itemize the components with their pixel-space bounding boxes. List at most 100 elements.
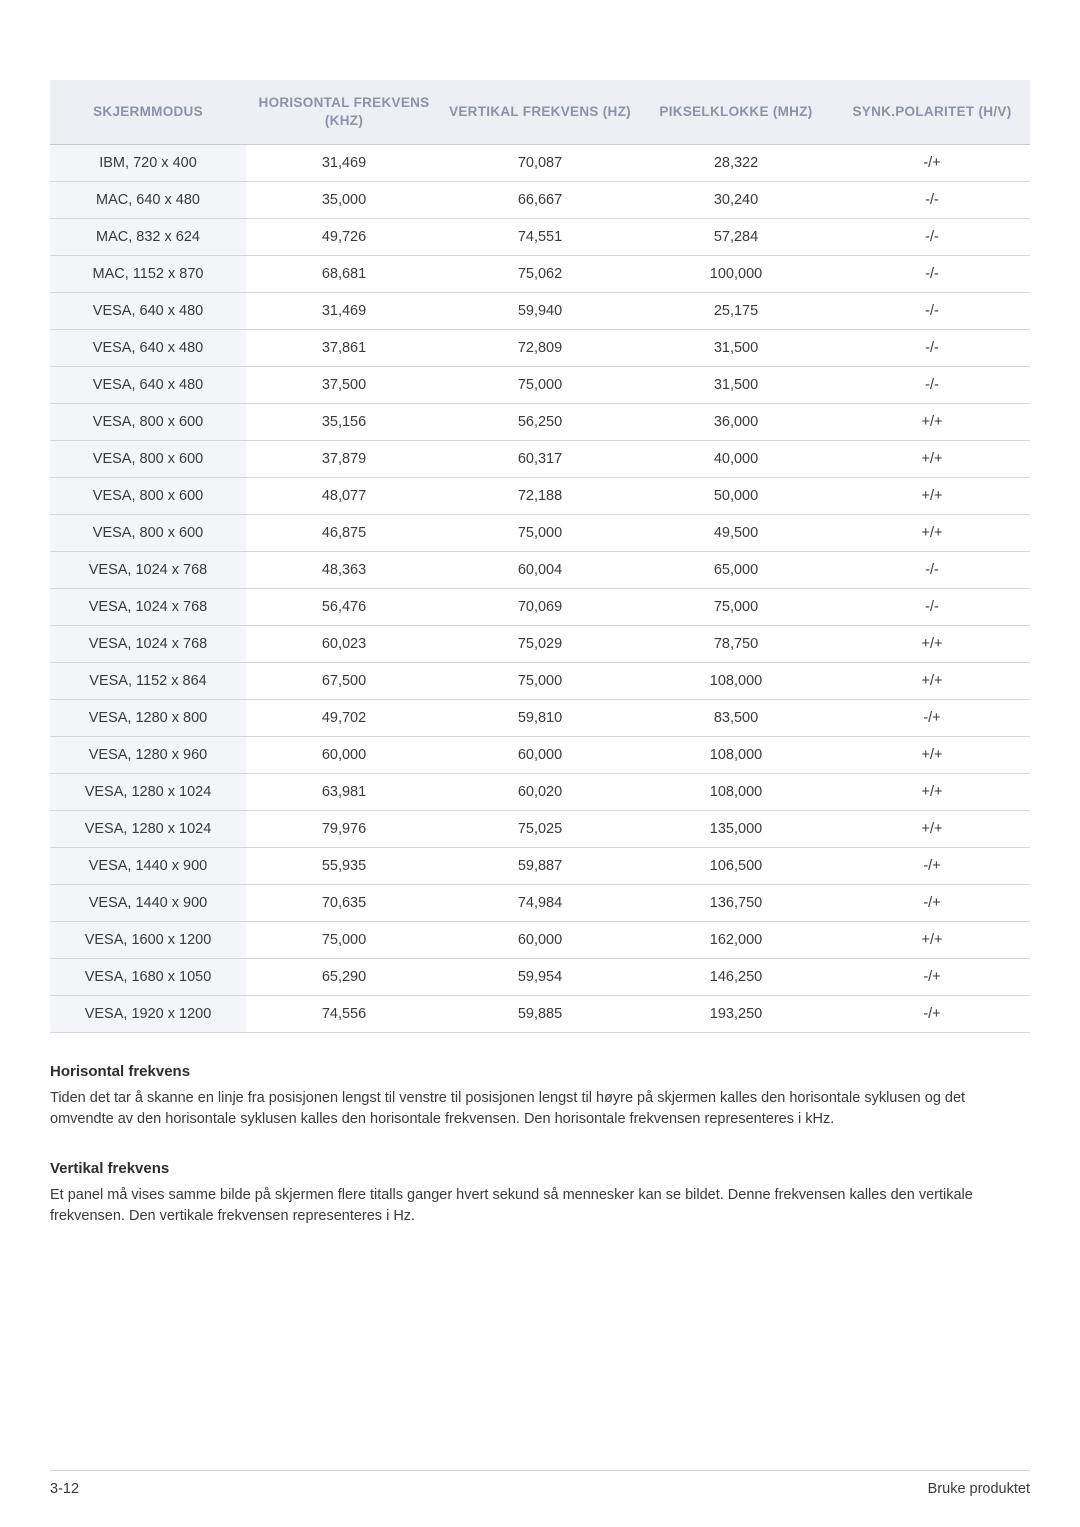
table-cell: VESA, 800 x 600 <box>50 515 246 552</box>
table-cell: 50,000 <box>638 478 834 515</box>
table-row: VESA, 1920 x 120074,55659,885193,250-/+ <box>50 996 1030 1033</box>
table-row: VESA, 1024 x 76860,02375,02978,750+/+ <box>50 626 1030 663</box>
table-row: VESA, 1280 x 80049,70259,81083,500-/+ <box>50 700 1030 737</box>
table-cell: 28,322 <box>638 145 834 182</box>
table-cell: 63,981 <box>246 774 442 811</box>
table-cell: -/- <box>834 552 1030 589</box>
table-cell: 35,000 <box>246 182 442 219</box>
table-cell: 74,984 <box>442 885 638 922</box>
table-cell: VESA, 1280 x 1024 <box>50 811 246 848</box>
table-row: VESA, 1024 x 76856,47670,06975,000-/- <box>50 589 1030 626</box>
table-cell: 75,062 <box>442 256 638 293</box>
table-cell: 55,935 <box>246 848 442 885</box>
table-cell: -/- <box>834 219 1030 256</box>
table-cell: 40,000 <box>638 441 834 478</box>
table-cell: -/- <box>834 589 1030 626</box>
table-cell: VESA, 1280 x 960 <box>50 737 246 774</box>
table-cell: VESA, 800 x 600 <box>50 404 246 441</box>
table-cell: 108,000 <box>638 663 834 700</box>
table-cell: 60,317 <box>442 441 638 478</box>
table-cell: 70,069 <box>442 589 638 626</box>
table-cell: 49,726 <box>246 219 442 256</box>
table-cell: +/+ <box>834 478 1030 515</box>
table-row: VESA, 640 x 48037,86172,80931,500-/- <box>50 330 1030 367</box>
table-row: VESA, 1440 x 90055,93559,887106,500-/+ <box>50 848 1030 885</box>
table-cell: +/+ <box>834 515 1030 552</box>
table-cell: MAC, 1152 x 870 <box>50 256 246 293</box>
table-cell: -/+ <box>834 700 1030 737</box>
table-row: VESA, 800 x 60035,15656,25036,000+/+ <box>50 404 1030 441</box>
table-row: MAC, 832 x 62449,72674,55157,284-/- <box>50 219 1030 256</box>
table-cell: 31,500 <box>638 367 834 404</box>
table-cell: +/+ <box>834 626 1030 663</box>
table-row: VESA, 1152 x 86467,50075,000108,000+/+ <box>50 663 1030 700</box>
table-cell: +/+ <box>834 404 1030 441</box>
table-cell: 59,887 <box>442 848 638 885</box>
table-row: VESA, 1440 x 90070,63574,984136,750-/+ <box>50 885 1030 922</box>
table-row: VESA, 800 x 60037,87960,31740,000+/+ <box>50 441 1030 478</box>
table-cell: VESA, 800 x 600 <box>50 478 246 515</box>
table-cell: 59,810 <box>442 700 638 737</box>
table-cell: +/+ <box>834 663 1030 700</box>
table-cell: 30,240 <box>638 182 834 219</box>
table-cell: 75,000 <box>442 515 638 552</box>
table-cell: 72,188 <box>442 478 638 515</box>
table-cell: 162,000 <box>638 922 834 959</box>
table-cell: 37,879 <box>246 441 442 478</box>
table-row: VESA, 640 x 48031,46959,94025,175-/- <box>50 293 1030 330</box>
col-header: SKJERMMODUS <box>50 80 246 145</box>
table-cell: 59,885 <box>442 996 638 1033</box>
table-cell: 65,290 <box>246 959 442 996</box>
table-cell: VESA, 1440 x 900 <box>50 848 246 885</box>
table-cell: -/+ <box>834 145 1030 182</box>
table-cell: MAC, 640 x 480 <box>50 182 246 219</box>
table-cell: VESA, 1280 x 1024 <box>50 774 246 811</box>
table-cell: 37,861 <box>246 330 442 367</box>
table-cell: 72,809 <box>442 330 638 367</box>
table-cell: VESA, 1280 x 800 <box>50 700 246 737</box>
table-cell: 49,702 <box>246 700 442 737</box>
table-row: VESA, 1280 x 102479,97675,025135,000+/+ <box>50 811 1030 848</box>
table-cell: MAC, 832 x 624 <box>50 219 246 256</box>
horizontal-freq-title: Horisontal frekvens <box>50 1063 1030 1080</box>
table-cell: 74,556 <box>246 996 442 1033</box>
table-cell: VESA, 1920 x 1200 <box>50 996 246 1033</box>
table-row: VESA, 1280 x 96060,00060,000108,000+/+ <box>50 737 1030 774</box>
table-cell: +/+ <box>834 441 1030 478</box>
table-cell: 146,250 <box>638 959 834 996</box>
table-cell: VESA, 800 x 600 <box>50 441 246 478</box>
table-cell: -/- <box>834 293 1030 330</box>
table-cell: 67,500 <box>246 663 442 700</box>
col-header: HORISONTAL FREKVENS (KHZ) <box>246 80 442 145</box>
table-cell: -/- <box>834 330 1030 367</box>
table-cell: VESA, 1024 x 768 <box>50 589 246 626</box>
table-cell: 83,500 <box>638 700 834 737</box>
table-cell: VESA, 1440 x 900 <box>50 885 246 922</box>
table-cell: -/+ <box>834 848 1030 885</box>
table-cell: 65,000 <box>638 552 834 589</box>
table-cell: 193,250 <box>638 996 834 1033</box>
table-row: MAC, 640 x 48035,00066,66730,240-/- <box>50 182 1030 219</box>
table-cell: -/+ <box>834 885 1030 922</box>
table-cell: 75,029 <box>442 626 638 663</box>
table-cell: -/- <box>834 182 1030 219</box>
table-cell: 56,476 <box>246 589 442 626</box>
table-cell: 60,004 <box>442 552 638 589</box>
table-cell: 48,077 <box>246 478 442 515</box>
table-cell: 35,156 <box>246 404 442 441</box>
table-cell: 59,954 <box>442 959 638 996</box>
table-cell: VESA, 640 x 480 <box>50 330 246 367</box>
table-cell: 60,000 <box>246 737 442 774</box>
vertical-freq-title: Vertikal frekvens <box>50 1160 1030 1177</box>
table-cell: 100,000 <box>638 256 834 293</box>
table-cell: 136,750 <box>638 885 834 922</box>
table-cell: 78,750 <box>638 626 834 663</box>
horizontal-freq-body: Tiden det tar å skanne en linje fra posi… <box>50 1088 1030 1130</box>
table-cell: 60,000 <box>442 737 638 774</box>
table-cell: 75,000 <box>442 663 638 700</box>
table-cell: 75,000 <box>442 367 638 404</box>
table-cell: 79,976 <box>246 811 442 848</box>
table-cell: 31,469 <box>246 145 442 182</box>
table-row: IBM, 720 x 40031,46970,08728,322-/+ <box>50 145 1030 182</box>
table-cell: 56,250 <box>442 404 638 441</box>
